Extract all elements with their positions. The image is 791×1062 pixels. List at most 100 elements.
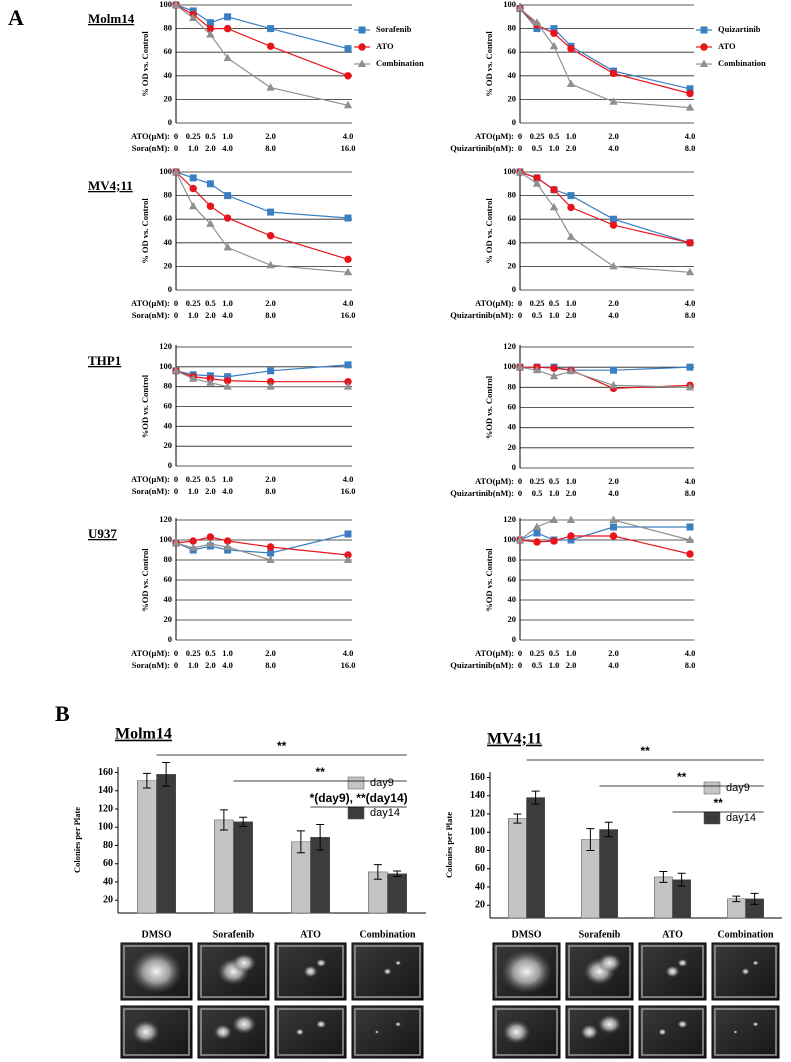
error-bar [604,821,613,838]
x-tick-label: 4.0 [222,143,233,153]
photo-label: ATO [300,929,321,940]
panel-label: B [55,701,70,726]
x-tick-label: 1.0 [549,660,560,670]
marker [344,361,352,369]
y-tick-label: 120 [98,803,113,814]
bar [137,780,157,914]
y-tick-label: 60 [103,858,113,869]
marker [344,45,352,53]
x-tick-label: 0.5 [205,298,216,308]
marker [206,533,215,541]
significance-label: ** [640,744,650,758]
error-bar [219,809,228,831]
marker [171,538,181,546]
marker [686,363,694,371]
marker [267,549,275,557]
colony [733,1030,738,1034]
photo-frame [200,945,267,998]
significance-label: ** [713,796,723,810]
marker [610,523,617,531]
marker [566,515,576,523]
marker [685,103,695,111]
marker [550,186,558,194]
marker [609,515,618,523]
colony [374,1030,379,1034]
x-row-label: ATO(μM): [131,474,170,484]
y-tick-label: 80 [508,381,517,391]
x-tick-label: 1.0 [188,143,199,153]
marker [567,532,575,540]
marker [223,382,232,390]
marker [223,537,232,545]
y-tick-label: 60 [164,213,173,223]
chart-title: THP1 [88,353,121,368]
marker [344,378,352,386]
colony [752,960,759,966]
marker [566,232,576,240]
marker [567,203,575,212]
photo-label: DMSO [512,929,542,940]
y-tick-label: 100 [503,166,516,176]
colony [131,1020,160,1044]
colony [752,1021,759,1027]
photo-frame [714,1008,777,1056]
marker [171,366,181,374]
marker [686,89,694,98]
x-tick-label: 1.0 [222,474,233,484]
marker [206,30,215,38]
photo-frame [641,945,704,998]
photo-frame [641,1008,704,1056]
series-line [519,535,691,555]
x-tick-label: 2.0 [205,660,216,670]
x-tick-label: 0.5 [549,131,560,141]
x-tick-label: 0.25 [530,131,545,141]
panel-label: A [8,5,24,30]
x-tick-label: 0 [174,131,178,141]
y-tick-label: 80 [508,554,517,564]
x-tick-label: 4.0 [685,298,696,308]
x-row-label: ATO(μM): [131,648,170,658]
marker [567,192,575,200]
marker [266,232,275,240]
y-axis-label: % OD vs. Control [140,198,150,264]
marker [343,382,353,390]
y-tick-label: 100 [159,361,172,371]
colony-photo [638,1005,707,1059]
colony [658,1028,667,1036]
marker [189,374,198,382]
y-tick-label: 100 [503,0,516,9]
marker [266,555,275,563]
y-tick-label: 20 [103,895,113,906]
legend-label: Combination [718,58,766,68]
marker [550,364,558,372]
marker [686,550,694,558]
y-tick-label: 120 [470,808,485,819]
colony [677,958,688,967]
marker [344,255,352,264]
legend-label: ATO [376,41,394,51]
x-tick-label: 4.0 [685,131,696,141]
marker [189,184,197,193]
photo-frame [277,945,344,998]
marker [685,267,695,276]
marker [549,371,559,380]
x-tick-label: 4.0 [685,648,696,658]
y-tick-label: 0 [168,117,172,127]
x-tick-label: 0.25 [186,298,201,308]
y-axis-label: %OD vs. Control [140,548,150,612]
marker [344,72,352,80]
marker [344,530,352,538]
legend-marker [357,59,367,67]
y-tick-label: 60 [508,213,517,223]
marker [515,4,525,12]
x-tick-label: 8.0 [685,488,696,498]
x-tick-label: 1.0 [566,648,577,658]
x-tick-label: 0 [518,648,522,658]
x-tick-label: 0 [518,143,522,153]
y-tick-label: 40 [508,594,517,604]
chart-title: MV4;11 [487,731,542,748]
x-tick-label: 1.0 [549,143,560,153]
marker [343,267,353,276]
x-tick-label: 0 [174,486,178,496]
x-tick-label: 0.5 [532,310,543,320]
